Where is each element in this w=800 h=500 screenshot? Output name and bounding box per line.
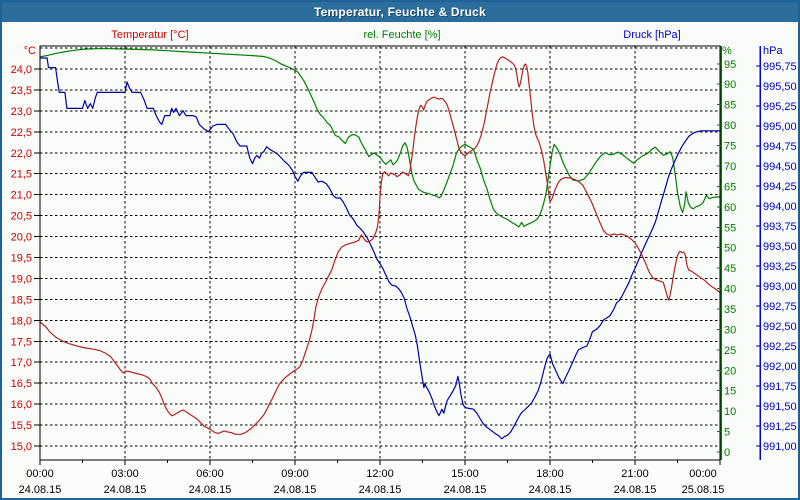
time-tick-label: 15:00 <box>451 468 479 480</box>
legend-humidity-label: rel. Feuchte [%] <box>363 29 440 41</box>
humidity-tick-label: 35 <box>724 304 736 316</box>
time-tick-label: 06:00 <box>196 468 224 480</box>
temperature-tick-label: 21,0 <box>11 190 32 202</box>
pressure-tick-label: 992,50 <box>763 321 797 333</box>
date-tick-label: 25.08.15 <box>682 484 725 496</box>
pressure-tick-label: 991,25 <box>763 421 797 433</box>
pressure-tick-label: 995,50 <box>763 81 797 93</box>
pressure-tick-label: 992,00 <box>763 361 797 373</box>
pressure-tick-label: 991,00 <box>763 441 797 453</box>
temperature-tick-label: 23,5 <box>11 85 32 97</box>
legend-pressure-label: Druck [hPa] <box>623 29 680 41</box>
pressure-tick-label: 992,75 <box>763 301 797 313</box>
pressure-tick-label: 992,25 <box>763 341 797 353</box>
temperature-tick-label: 22,0 <box>11 148 32 160</box>
humidity-tick-label: 75 <box>724 141 736 153</box>
humidity-tick-label: 50 <box>724 243 736 255</box>
date-tick-label: 24.08.15 <box>19 484 62 496</box>
humidity-tick-label: 90 <box>724 79 736 91</box>
temperature-tick-label: 20,0 <box>11 232 32 244</box>
temperature-tick-label: 20,5 <box>11 211 32 223</box>
humidity-tick-label: 25 <box>724 345 736 357</box>
humidity-tick-label: 95 <box>724 59 736 71</box>
temperature-curve <box>39 56 721 435</box>
pressure-tick-label: 991,50 <box>763 401 797 413</box>
humidity-curve <box>39 48 721 228</box>
pressure-tick-label: 993,00 <box>763 281 797 293</box>
pressure-tick-label: 994,00 <box>763 201 797 213</box>
date-tick-label: 24.08.15 <box>529 484 572 496</box>
humidity-tick-label: 80 <box>724 120 736 132</box>
temperature-tick-label: 18,5 <box>11 294 32 306</box>
temperature-tick-label: 16,5 <box>11 378 32 390</box>
pressure-tick-label: 993,50 <box>763 241 797 253</box>
humidity-axis: 0 5 10 15 20 25 30 35 40 45 50 55 60 65 70 75 80 85 90 95 <box>717 46 736 460</box>
temperature-tick-label: 19,5 <box>11 253 32 265</box>
temperature-tick-label: 17,0 <box>11 357 32 369</box>
humidity-tick-label: 55 <box>724 222 736 234</box>
date-tick-label: 24.08.15 <box>359 484 402 496</box>
time-tick-label: 09:00 <box>281 468 309 480</box>
time-tick-label: 12:00 <box>366 468 394 480</box>
window-titlebar[interactable]: Temperatur, Feuchte & Druck <box>2 2 798 22</box>
humidity-tick-label: 30 <box>724 324 736 336</box>
time-axis: 00:00 24.08.15 03:00 24.08.15 06:00 24.08.15 0… <box>19 460 725 496</box>
temperature-tick-label: 24,0 <box>11 64 32 76</box>
temperature-tick-label: 23,0 <box>11 106 32 118</box>
date-tick-label: 24.08.15 <box>104 484 147 496</box>
temperature-tick-label: 21,5 <box>11 169 32 181</box>
humidity-tick-label: 85 <box>724 100 736 112</box>
date-tick-label: 24.08.15 <box>189 484 232 496</box>
humidity-tick-label: 40 <box>724 284 736 296</box>
temperature-tick-label: 22,5 <box>11 127 32 139</box>
pressure-tick-label: 994,50 <box>763 161 797 173</box>
time-tick-label: 21:00 <box>621 468 649 480</box>
humidity-tick-label: 10 <box>724 406 736 418</box>
pressure-tick-label: 995,75 <box>763 61 797 73</box>
humidity-tick-label: 0 <box>724 447 730 459</box>
pressure-tick-label: 993,25 <box>763 261 797 273</box>
pressure-axis: 991,00 991,25 991,50 991,75 992,00 992,25 992,… <box>756 46 797 460</box>
time-tick-label: 03:00 <box>111 468 139 480</box>
pressure-tick-label: 991,75 <box>763 381 797 393</box>
date-tick-label: 24.08.15 <box>444 484 487 496</box>
pressure-curve <box>39 57 721 440</box>
pressure-tick-label: 994,25 <box>763 181 797 193</box>
temperature-tick-label: 16,0 <box>11 399 32 411</box>
humidity-tick-label: 20 <box>724 365 736 377</box>
date-tick-label: 24.08.15 <box>614 484 657 496</box>
pressure-tick-label: 994,75 <box>763 141 797 153</box>
temperature-tick-label: 17,5 <box>11 336 32 348</box>
legend-temperature-label: Temperatur [°C] <box>111 29 188 41</box>
pressure-tick-label: 993,75 <box>763 221 797 233</box>
time-tick-label: 00:00 <box>26 468 54 480</box>
pressure-tick-label: 995,25 <box>763 101 797 113</box>
temperature-axis-unit: °C <box>24 45 36 57</box>
humidity-tick-label: 65 <box>724 181 736 193</box>
time-tick-label: 00:00 <box>689 468 717 480</box>
pressure-tick-label: 995,00 <box>763 121 797 133</box>
temperature-tick-label: 15,5 <box>11 420 32 432</box>
pressure-axis-unit: hPa <box>763 45 783 57</box>
humidity-tick-label: 60 <box>724 202 736 214</box>
temperature-axis: 15,0 15,5 16,0 16,5 17,0 17,5 18,0 18,5 19,0 19,5… <box>11 64 40 453</box>
window-title: Temperatur, Feuchte & Druck <box>314 5 486 19</box>
date-tick-label: 24.08.15 <box>274 484 317 496</box>
humidity-tick-label: 70 <box>724 161 736 173</box>
time-tick-label: 18:00 <box>536 468 564 480</box>
humidity-tick-label: 5 <box>724 427 730 439</box>
temperature-tick-label: 18,0 <box>11 315 32 327</box>
humidity-tick-label: 45 <box>724 263 736 275</box>
temperature-tick-label: 19,0 <box>11 273 32 285</box>
grid <box>40 46 720 460</box>
humidity-tick-label: 15 <box>724 386 736 398</box>
temperature-tick-label: 15,0 <box>11 441 32 453</box>
humidity-axis-unit: % <box>722 45 732 57</box>
